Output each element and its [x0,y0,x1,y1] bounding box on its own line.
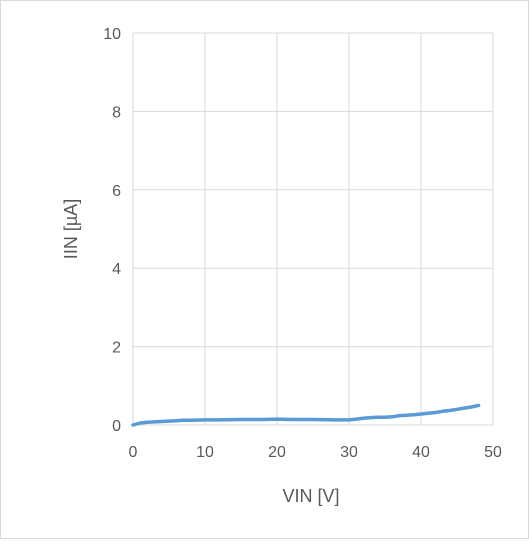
x-axis-title: VIN [V] [282,486,339,506]
y-tick-label: 8 [112,104,121,121]
y-tick-label: 2 [112,340,121,357]
x-tick-label: 0 [129,444,138,461]
tick-labels: 0 2 4 6 8 10 0 10 20 30 40 50 [103,26,502,461]
y-tick-label: 4 [112,261,121,278]
y-tick-label: 10 [103,26,121,43]
series-layer [131,403,481,427]
series-line [131,403,481,427]
x-tick-label: 40 [412,444,430,461]
x-tick-label: 50 [484,444,502,461]
y-axis-title: IIN [µA] [61,199,81,259]
x-tick-label: 10 [196,444,214,461]
y-tick-label: 0 [112,418,121,435]
y-tick-label: 6 [112,183,121,200]
x-tick-label: 20 [268,444,286,461]
gridlines [132,32,494,426]
x-tick-label: 30 [340,444,358,461]
